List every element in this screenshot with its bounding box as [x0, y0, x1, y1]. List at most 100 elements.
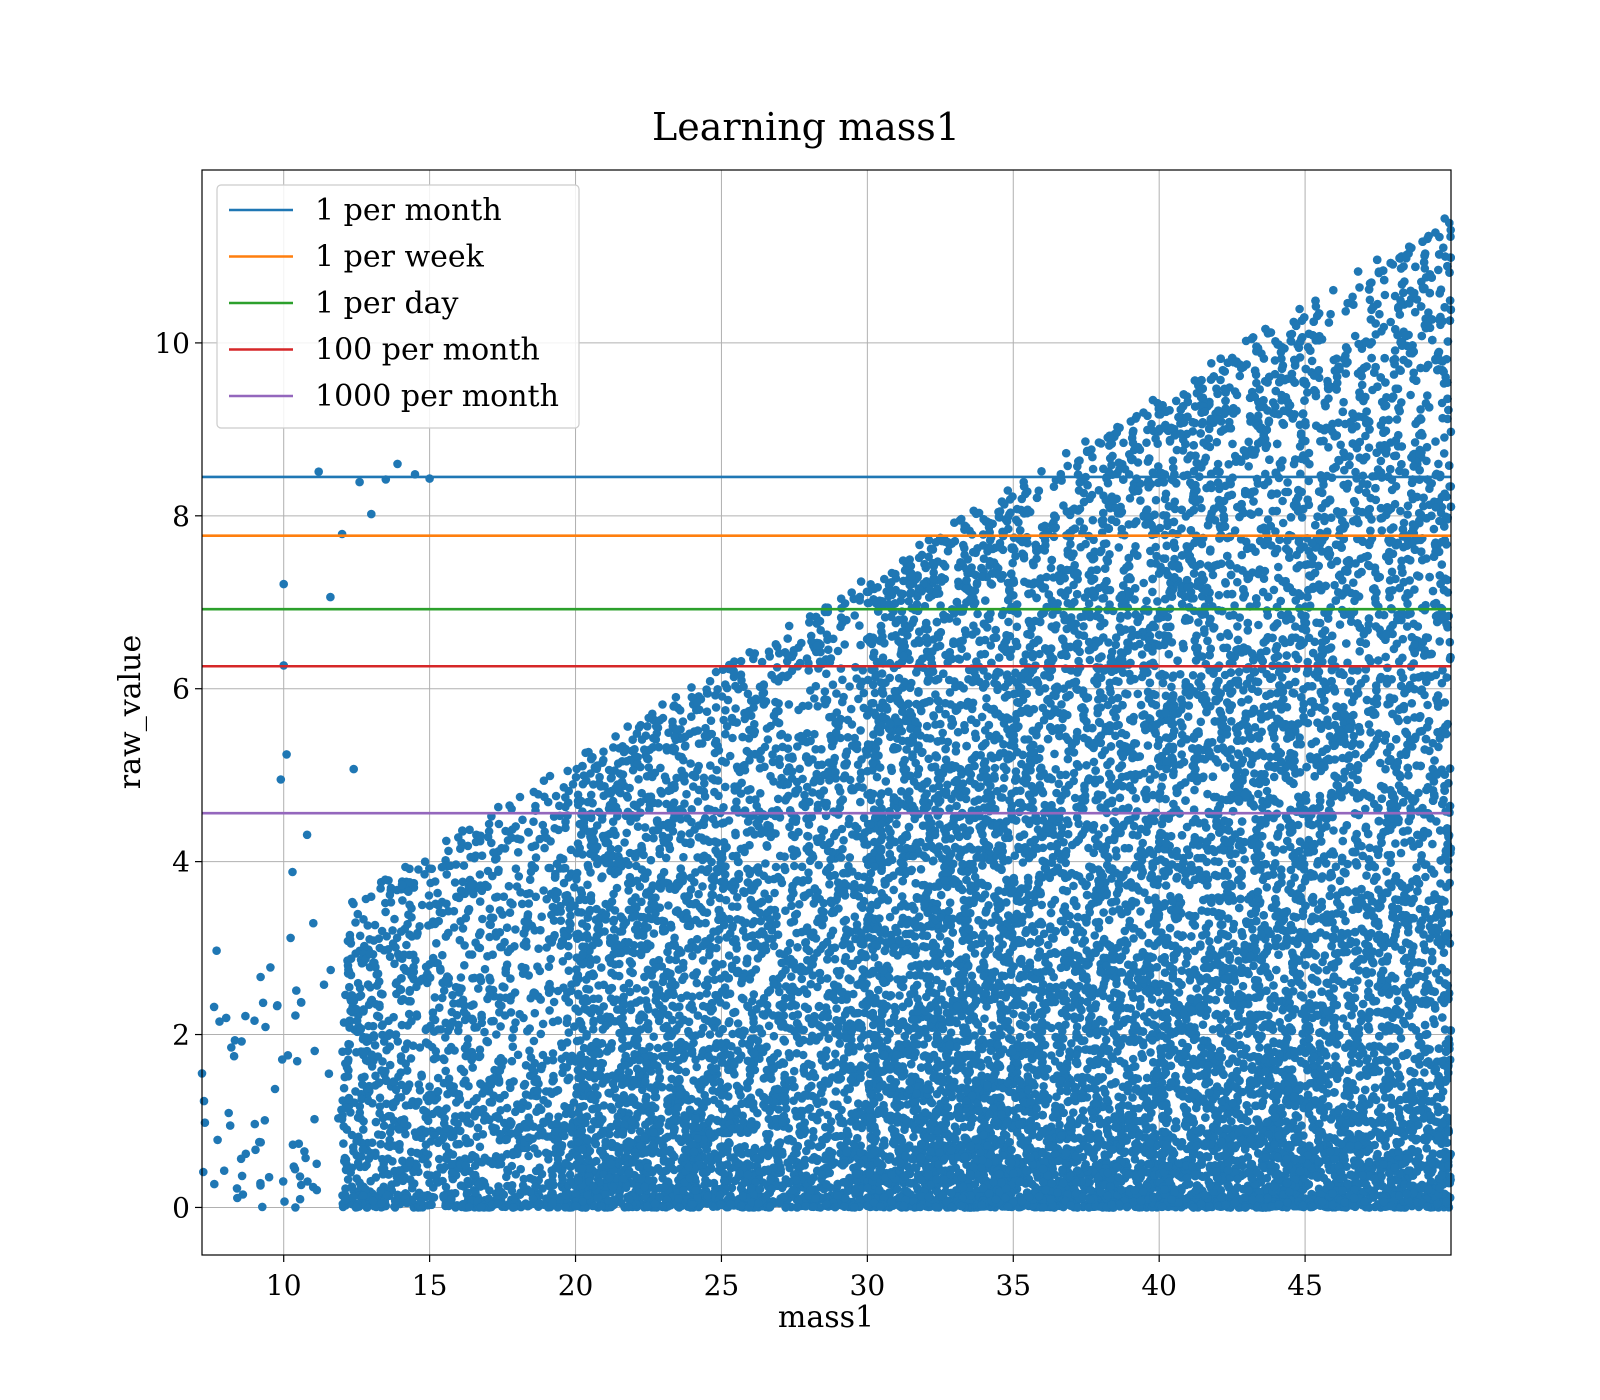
scatter-point [586, 1147, 595, 1156]
scatter-point [405, 878, 414, 887]
scatter-point [813, 838, 822, 847]
scatter-point [640, 1183, 649, 1192]
scatter-point [199, 1168, 208, 1177]
scatter-point [594, 994, 603, 1003]
scatter-point [580, 1004, 589, 1013]
scatter-point [434, 1106, 443, 1115]
scatter-point [840, 869, 849, 878]
scatter-point [792, 847, 801, 856]
scatter-point [578, 942, 587, 951]
scatter-point [503, 960, 512, 969]
scatter-point [546, 955, 555, 964]
scatter-point [848, 867, 857, 876]
scatter-point [801, 1202, 810, 1211]
scatter-point [507, 1119, 516, 1128]
scatter-point [649, 881, 658, 890]
scatter-point [399, 995, 408, 1004]
scatter-point [344, 1057, 353, 1066]
scatter-point [529, 817, 538, 826]
scatter-point [594, 1194, 603, 1203]
scatter-point [398, 881, 407, 890]
scatter-point [809, 1069, 818, 1078]
scatter-point [396, 985, 405, 994]
scatter-point [747, 826, 756, 835]
scatter-point [770, 889, 779, 898]
scatter-point [622, 757, 631, 766]
scatter-point [779, 1036, 788, 1045]
scatter-point [259, 999, 268, 1008]
scatter-point [511, 925, 520, 934]
scatter-point [684, 944, 693, 953]
scatter-point [834, 982, 843, 991]
scatter-point [401, 1045, 410, 1054]
scatter-point [310, 1115, 319, 1124]
scatter-point [790, 958, 799, 967]
scatter-point [685, 1174, 694, 1183]
scatter-point [834, 904, 843, 913]
scatter-point [770, 1053, 779, 1062]
scatter-point [452, 1140, 461, 1149]
scatter-point [618, 1094, 627, 1103]
scatter-point [856, 1159, 865, 1168]
scatter-point [500, 1190, 509, 1199]
scatter-point [582, 985, 591, 994]
scatter-point [798, 800, 807, 809]
scatter-point [764, 875, 773, 884]
scatter-point [658, 917, 667, 926]
scatter-point [858, 981, 867, 990]
scatter-point [765, 1107, 774, 1116]
scatter-point [774, 699, 783, 708]
scatter-point [804, 701, 813, 710]
scatter-point [731, 829, 740, 838]
scatter-point [739, 682, 748, 691]
scatter-point [679, 756, 688, 765]
scatter-point [769, 758, 778, 767]
scatter-point [292, 986, 301, 995]
scatter-point [427, 1193, 436, 1202]
scatter-point [494, 866, 503, 875]
scatter-point [503, 1104, 512, 1113]
scatter-point [508, 1033, 517, 1042]
scatter-point [344, 937, 353, 946]
scatter-point [593, 932, 602, 941]
scatter-point [345, 983, 354, 992]
scatter-point [788, 1137, 797, 1146]
scatter-point [541, 833, 550, 842]
scatter-point [775, 719, 784, 728]
scatter-point [820, 826, 829, 835]
scatter-point [770, 1032, 779, 1041]
scatter-point [599, 1059, 608, 1068]
scatter-point [464, 1101, 473, 1110]
scatter-point [797, 1162, 806, 1171]
scatter-point [789, 889, 798, 898]
scatter-point [392, 1086, 401, 1095]
scatter-point [282, 750, 291, 759]
scatter-point [758, 690, 767, 699]
scatter-point [455, 1090, 464, 1099]
scatter-point [602, 837, 611, 846]
scatter-point [581, 896, 590, 905]
scatter-point [279, 1177, 288, 1186]
scatter-point [635, 1056, 644, 1065]
scatter-point [794, 785, 803, 794]
scatter-point [309, 919, 318, 928]
scatter-point [737, 657, 746, 666]
scatter-point [288, 868, 297, 877]
scatter-point [802, 945, 811, 954]
scatter-point [624, 1027, 633, 1036]
scatter-point [513, 1127, 522, 1136]
scatter-point [844, 974, 853, 983]
scatter-point [838, 845, 847, 854]
scatter-point [427, 1201, 436, 1210]
scatter-point [278, 1055, 287, 1064]
scatter-point [795, 765, 804, 774]
scatter-point [511, 1108, 520, 1117]
scatter-point [778, 1148, 787, 1157]
scatter-point [708, 883, 717, 892]
scatter-point [346, 1007, 355, 1016]
scatter-point [614, 867, 623, 876]
scatter-point [825, 880, 834, 889]
scatter-point [732, 1107, 741, 1116]
scatter-point [661, 772, 670, 781]
scatter-point [558, 1069, 567, 1078]
